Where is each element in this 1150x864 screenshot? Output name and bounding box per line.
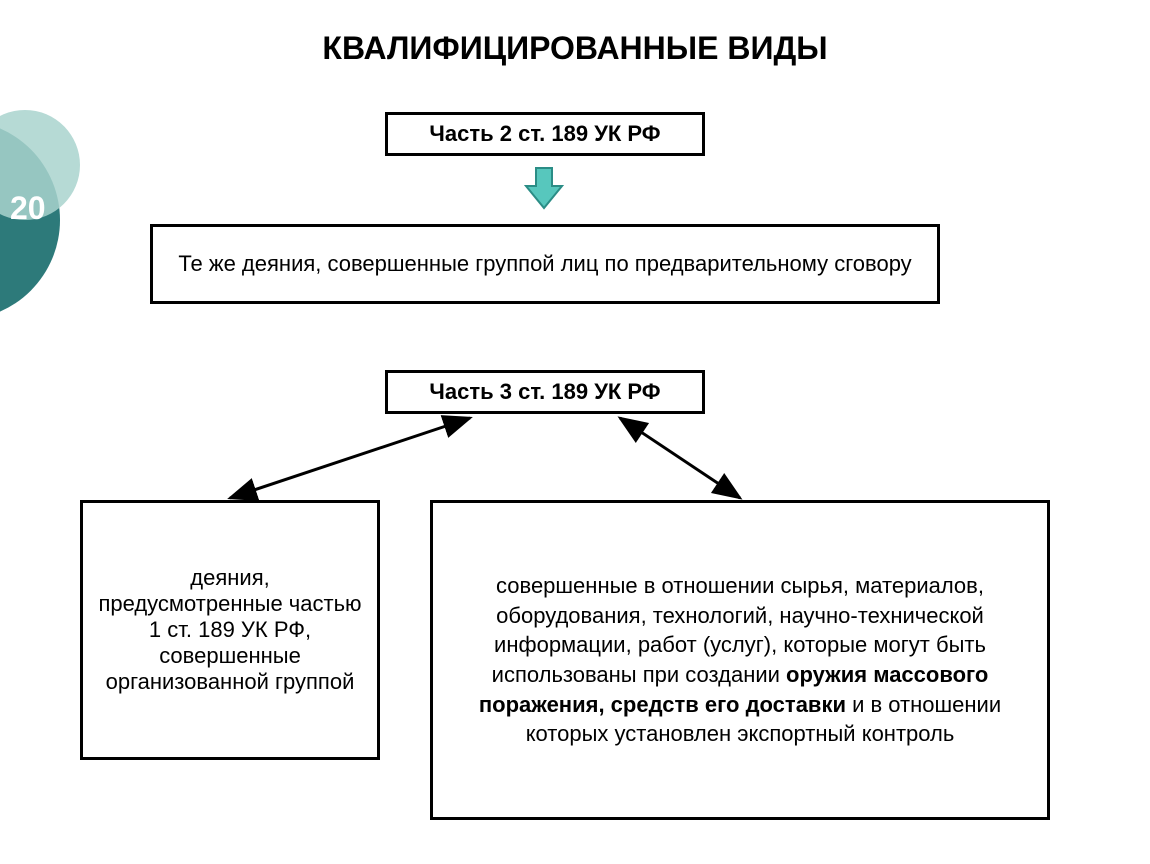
box-part3-right: совершенные в отношении сырья, материало… <box>430 500 1050 820</box>
box-part3-right-text: совершенные в отношении сырья, материало… <box>447 571 1033 749</box>
box-part3-heading-text: Часть 3 ст. 189 УК РФ <box>429 379 660 405</box>
box-part2-heading: Часть 2 ст. 189 УК РФ <box>385 112 705 156</box>
box-part3-left: деяния, предусмотренные частью 1 ст. 189… <box>80 500 380 760</box>
box-part3-left-text: деяния, предусмотренные частью 1 ст. 189… <box>97 565 363 695</box>
box-part2-heading-text: Часть 2 ст. 189 УК РФ <box>429 121 660 147</box>
arrow-down-icon <box>524 164 564 212</box>
slide-number: 20 <box>10 190 46 227</box>
box-part2-body-text: Те же деяния, совершенные группой лиц по… <box>178 251 911 277</box>
page-title: КВАЛИФИЦИРОВАННЫЕ ВИДЫ <box>0 30 1150 67</box>
box-part3-heading: Часть 3 ст. 189 УК РФ <box>385 370 705 414</box>
box-part2-body: Те же деяния, совершенные группой лиц по… <box>150 224 940 304</box>
